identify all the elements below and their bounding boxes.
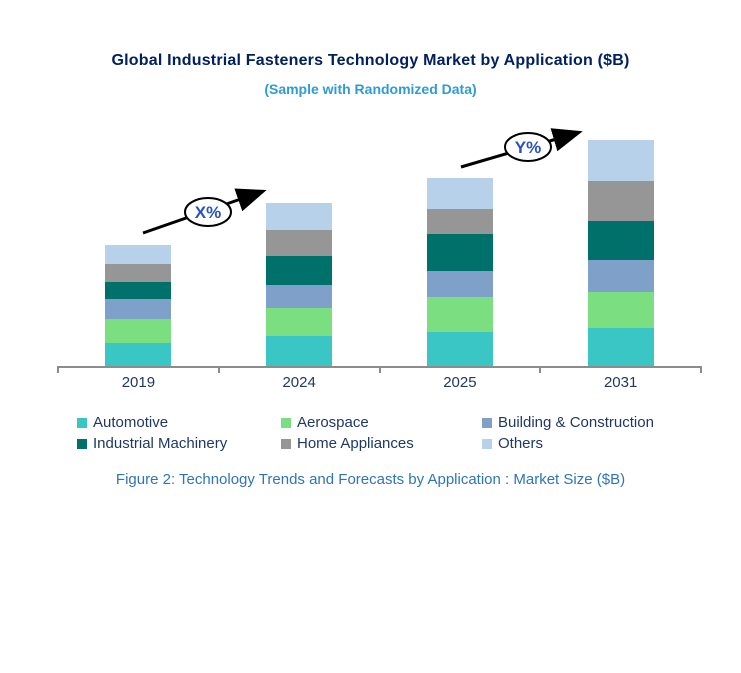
bar-segment-2024-Industrial Machinery	[266, 256, 333, 285]
bar-segment-2025-Industrial Machinery	[426, 234, 493, 271]
legend: Automotive Aerospace Building & Constructi…	[77, 414, 712, 452]
legend-swatch	[281, 438, 291, 449]
legend-item-Others: Others	[482, 435, 712, 452]
legend-item-Automotive: Automotive	[77, 414, 281, 431]
bar-segment-2024-Building & Construction	[266, 285, 333, 308]
bar-segment-2019-Aerospace	[105, 319, 172, 343]
bar-segment-2024-Home Appliances	[266, 230, 333, 256]
bar-segment-2031-Building & Construction	[587, 260, 654, 292]
bar-segment-2024-Automotive	[266, 336, 333, 366]
chart-title: Global Industrial Fasteners Technology M…	[111, 52, 630, 69]
chart-subtitle: (Sample with Randomized Data)	[264, 81, 477, 97]
bar-segment-2019-Building & Construction	[105, 299, 172, 319]
stacked-bar-2019	[105, 245, 172, 366]
legend-swatch	[77, 438, 87, 449]
legend-swatch	[281, 417, 291, 428]
bar-segment-2025-Others	[426, 178, 493, 209]
legend-item-Home Appliances: Home Appliances	[281, 435, 482, 452]
bar-segment-2024-Others	[266, 203, 333, 230]
legend-label: Industrial Machinery	[93, 435, 228, 452]
legend-label: Aerospace	[297, 414, 369, 431]
legend-swatch	[482, 417, 492, 428]
stacked-bar-2031	[587, 140, 654, 366]
x-axis-tick	[378, 366, 381, 373]
x-axis-label-2031: 2031	[603, 374, 638, 391]
bar-segment-2031-Aerospace	[587, 292, 654, 328]
bar-segment-2024-Aerospace	[266, 308, 333, 336]
bar-segment-2025-Building & Construction	[426, 271, 493, 297]
stacked-bar-2024	[266, 203, 333, 366]
bar-segment-2031-Others	[587, 140, 654, 181]
legend-item-Aerospace: Aerospace	[281, 414, 482, 431]
bar-segment-2019-Industrial Machinery	[105, 282, 172, 299]
legend-label: Home Appliances	[297, 435, 414, 452]
legend-label: Building & Construction	[498, 414, 654, 431]
x-axis-tick	[217, 366, 220, 373]
bar-segment-2019-Others	[105, 245, 172, 264]
x-axis-label-2019: 2019	[121, 374, 156, 391]
stacked-bar-2025	[426, 178, 493, 366]
legend-label: Automotive	[93, 414, 169, 431]
legend-item-Building & Construction: Building & Construction	[482, 414, 712, 431]
bar-segment-2031-Automotive	[587, 328, 654, 366]
bar-segment-2025-Home Appliances	[426, 209, 493, 234]
legend-swatch	[482, 438, 492, 449]
bar-segment-2025-Automotive	[426, 332, 493, 366]
bar-segment-2031-Home Appliances	[587, 181, 654, 221]
bar-segment-2019-Home Appliances	[105, 264, 172, 282]
x-axis-label-2024: 2024	[282, 374, 316, 391]
x-axis-label-2025: 2025	[443, 374, 477, 391]
bar-segment-2031-Industrial Machinery	[587, 221, 654, 260]
legend-label: Others	[498, 435, 544, 452]
bar-segment-2025-Aerospace	[426, 297, 493, 332]
figure-caption: Figure 2: Technology Trends and Forecast…	[115, 471, 626, 488]
x-axis-tick	[700, 366, 702, 373]
plot-area	[57, 120, 702, 373]
legend-item-Industrial Machinery: Industrial Machinery	[77, 435, 281, 452]
legend-swatch	[77, 417, 87, 428]
x-axis-tick	[539, 366, 542, 373]
x-axis-tick	[57, 366, 59, 373]
bar-segment-2019-Automotive	[105, 343, 172, 366]
